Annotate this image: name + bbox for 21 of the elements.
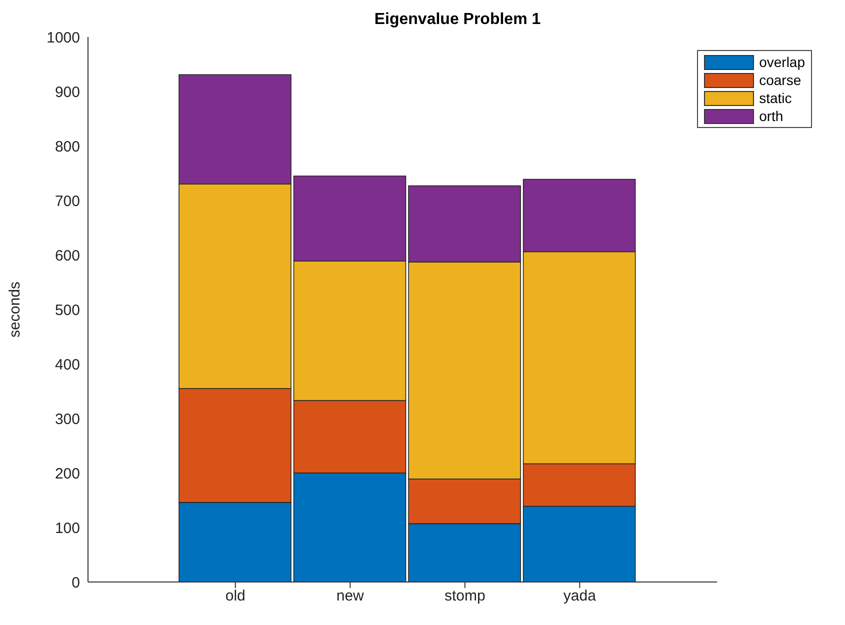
y-tick-label: 500 [54,302,80,319]
y-tick-label: 0 [72,574,80,592]
legend-label: static [759,90,792,106]
chart-title: Eigenvalue Problem 1 [374,11,541,28]
y-tick-label: 300 [54,410,80,428]
y-tick-label: 700 [54,192,80,210]
y-tick-label: 200 [54,465,80,482]
y-tick-label: 400 [54,356,80,374]
x-tick-label: stomp [444,588,486,605]
y-tick-label: 800 [54,138,80,156]
x-tick-label: yada [563,588,597,605]
legend-label: overlap [759,54,805,70]
y-tick-label: 600 [54,247,80,264]
legend-label: orth [759,108,784,124]
legend-label: coarse [759,72,802,88]
y-tick-label: 100 [54,520,80,537]
y-axis-title: seconds [6,282,24,338]
x-tick-label: old [225,588,246,605]
y-tick-label: 1000 [46,29,80,46]
y-tick-label: 900 [54,84,80,101]
x-tick-label: new [336,588,364,605]
